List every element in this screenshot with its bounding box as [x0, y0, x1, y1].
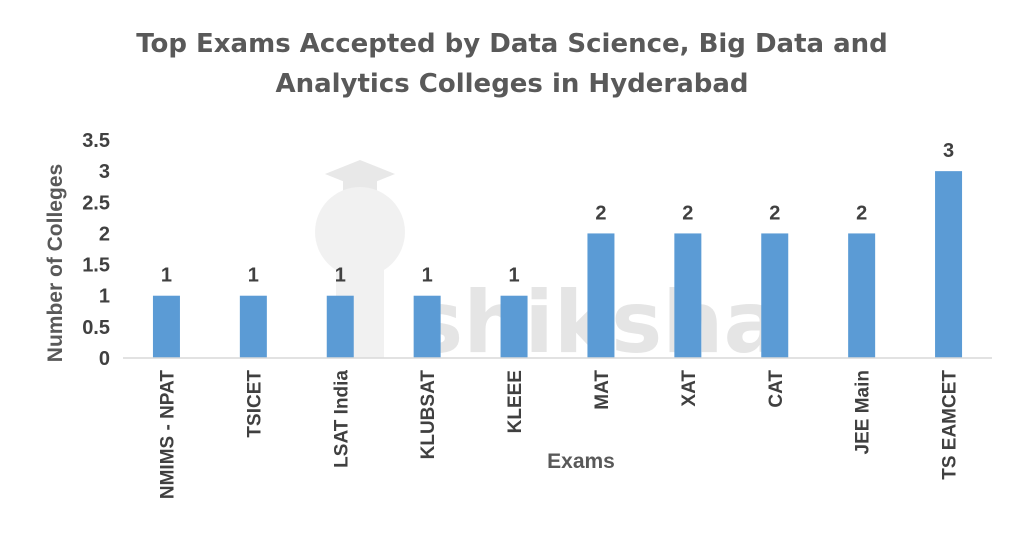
y-tick-label: 2.5	[82, 192, 110, 214]
y-tick-label: 0	[99, 348, 110, 370]
x-tick-label: MAT	[592, 370, 613, 410]
x-axis-ticks: NMIMS - NPAT TSICET LSAT India KLUBSAT KLEEE…	[157, 370, 960, 500]
y-axis-label: Number of Colleges	[44, 164, 67, 362]
x-tick-label: CAT	[766, 370, 787, 408]
data-label: 3	[943, 140, 954, 162]
bar	[326, 295, 354, 358]
y-tick-label: 0.5	[82, 317, 110, 339]
data-label: 2	[856, 202, 867, 224]
y-tick-label: 2	[99, 223, 110, 245]
chart-title-line-1: Top Exams Accepted by Data Science, Big …	[136, 29, 888, 59]
x-tick-label: NMIMS - NPAT	[157, 370, 178, 500]
data-label: 2	[595, 202, 606, 224]
data-label: 1	[335, 265, 346, 287]
bar	[413, 295, 441, 358]
data-label: 1	[248, 265, 259, 287]
x-tick-label: TS EAMCET	[940, 370, 961, 480]
bar	[848, 233, 876, 358]
bar	[500, 295, 528, 358]
x-axis-label: Exams	[547, 450, 615, 473]
y-tick-label: 3.5	[82, 130, 110, 152]
bar	[761, 233, 789, 358]
data-label: 2	[769, 202, 780, 224]
bar	[152, 295, 180, 358]
y-tick-label: 1	[99, 286, 110, 308]
y-tick-label: 1.5	[82, 255, 110, 277]
x-tick-label: XAT	[679, 370, 700, 407]
y-tick-label: 3	[99, 161, 110, 183]
data-label: 1	[422, 265, 433, 287]
data-labels: 1 1 1 1 1 2 2 2 2 3	[161, 140, 954, 287]
x-tick-label: JEE Main	[853, 370, 874, 454]
x-tick-label: KLEEE	[505, 370, 526, 433]
data-label: 1	[161, 265, 172, 287]
x-tick-label: LSAT India	[331, 370, 352, 468]
watermark: shiksha	[315, 160, 782, 373]
x-tick-label: TSICET	[244, 370, 265, 438]
bar	[587, 233, 615, 358]
bar	[239, 295, 267, 358]
data-label: 1	[508, 265, 519, 287]
chart-title-line-2: Analytics Colleges in Hyderabad	[275, 69, 748, 99]
bar	[935, 171, 963, 358]
data-label: 2	[682, 202, 693, 224]
x-tick-label: KLUBSAT	[418, 370, 439, 460]
bars	[152, 171, 963, 358]
y-axis-ticks: 0 0.5 1 1.5 2 2.5 3 3.5	[82, 130, 110, 370]
bar	[674, 233, 702, 358]
